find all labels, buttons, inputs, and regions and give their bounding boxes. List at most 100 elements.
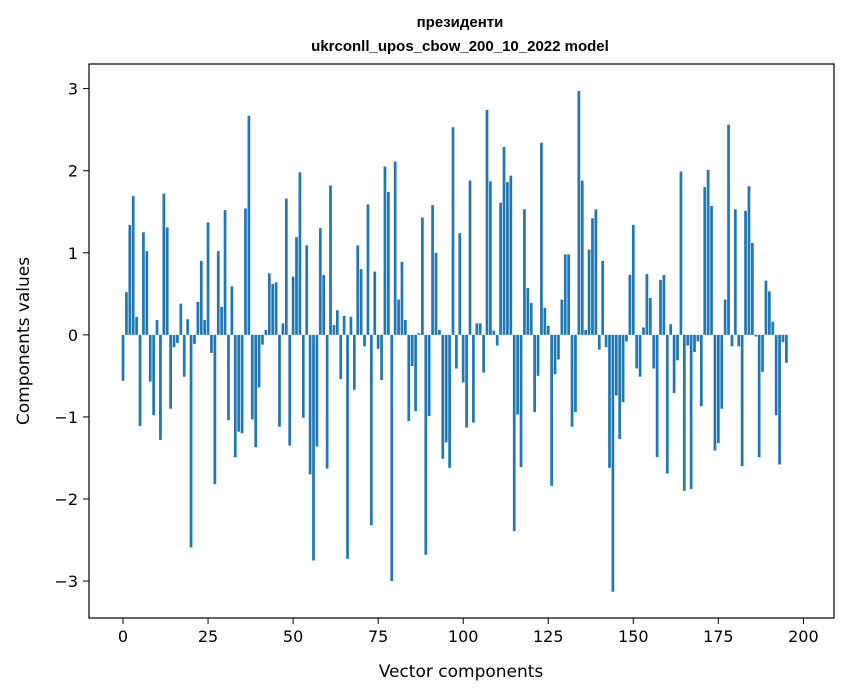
bar	[723, 299, 727, 335]
bar	[635, 334, 639, 369]
x-axis-ticks: 0 25 50 75 100 125 150 175 200	[118, 618, 819, 646]
bar	[325, 334, 329, 469]
bar	[233, 334, 237, 458]
bar	[676, 334, 679, 361]
bar	[638, 334, 642, 377]
bar	[424, 334, 428, 555]
bar	[744, 210, 747, 335]
y-tick-label: 1	[68, 244, 78, 263]
bar	[244, 208, 247, 335]
bar	[444, 334, 448, 443]
bar	[159, 334, 162, 440]
bar	[553, 334, 557, 375]
bar	[659, 279, 662, 335]
bar	[332, 325, 336, 335]
bar	[322, 274, 326, 335]
bar	[318, 228, 322, 335]
bar	[662, 274, 666, 335]
bar	[312, 334, 315, 561]
bar	[557, 334, 560, 360]
bar	[380, 334, 383, 380]
bar	[686, 334, 690, 346]
bar	[349, 316, 353, 335]
bar	[482, 334, 485, 373]
bar	[492, 330, 496, 335]
bar	[131, 196, 135, 335]
bar	[387, 192, 390, 335]
bar	[142, 232, 145, 335]
bar	[438, 329, 441, 335]
bar	[655, 334, 659, 458]
bar	[189, 334, 193, 548]
bar	[604, 334, 608, 348]
bar	[155, 320, 159, 335]
bar	[305, 245, 309, 335]
bar	[335, 310, 339, 335]
bars-group	[121, 91, 788, 592]
bar	[407, 334, 411, 422]
x-tick-label: 150	[618, 627, 649, 646]
bar	[295, 237, 298, 335]
bar	[346, 334, 349, 559]
bar	[230, 286, 234, 335]
bar	[261, 334, 264, 345]
bar	[543, 307, 547, 335]
bar	[267, 273, 271, 335]
bar	[669, 324, 673, 335]
bar	[574, 334, 577, 412]
bar	[125, 292, 128, 335]
bar	[339, 334, 343, 380]
bar	[713, 334, 717, 451]
bar	[516, 334, 519, 415]
bar	[601, 260, 605, 335]
bar	[427, 334, 431, 417]
bar	[172, 334, 176, 348]
bar	[536, 334, 540, 376]
bar	[223, 210, 227, 335]
bar	[648, 297, 652, 335]
bar	[737, 334, 741, 347]
chart-subtitle: ukrconll_upos_cbow_200_10_2022 model	[311, 38, 609, 55]
bar	[148, 334, 152, 382]
bar	[523, 209, 526, 335]
bar	[672, 334, 676, 394]
bar	[176, 334, 179, 344]
bar	[227, 334, 230, 421]
bar	[414, 334, 417, 412]
y-axis-ticks: −3 −2 −1 0 1 2 3	[54, 80, 89, 591]
bar	[519, 334, 523, 467]
bar	[461, 334, 465, 383]
x-tick-label: 50	[283, 627, 303, 646]
y-tick-label: 2	[68, 162, 78, 181]
bar	[329, 185, 332, 335]
bar	[757, 334, 761, 458]
bar	[404, 320, 407, 335]
bar	[240, 334, 244, 434]
x-tick-label: 125	[533, 627, 564, 646]
bar	[771, 321, 775, 335]
y-tick-label: −3	[54, 572, 78, 591]
bar	[751, 242, 754, 335]
bar	[468, 180, 472, 335]
plot-frame	[88, 63, 835, 619]
bar	[278, 334, 281, 427]
bar	[465, 334, 468, 428]
bar	[250, 334, 254, 420]
bar	[397, 299, 400, 335]
bar	[512, 334, 516, 531]
y-tick-label: −1	[54, 408, 78, 427]
x-tick-label: 0	[118, 627, 128, 646]
bar	[754, 334, 758, 337]
bar	[390, 334, 394, 582]
bar	[257, 334, 261, 388]
bar	[642, 327, 645, 335]
bar	[489, 181, 492, 335]
y-tick-label: −2	[54, 490, 78, 509]
bar	[710, 205, 713, 335]
bar	[284, 198, 288, 335]
bar	[448, 334, 451, 468]
bar	[383, 166, 387, 335]
bar	[182, 334, 186, 377]
bar	[431, 205, 434, 335]
bar	[216, 251, 220, 335]
